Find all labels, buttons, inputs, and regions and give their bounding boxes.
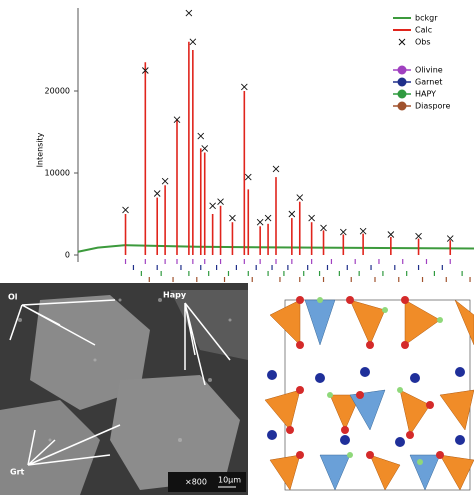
obs-point <box>241 83 248 91</box>
legend-symbol <box>398 38 406 46</box>
obs-point <box>161 177 169 185</box>
legend-symbol <box>397 77 407 87</box>
obs-point <box>142 67 149 74</box>
obs-point <box>446 235 454 242</box>
obs-point <box>272 165 280 173</box>
legend-label: bckgr <box>415 14 438 23</box>
obs-point <box>217 198 224 206</box>
obs-point <box>229 214 236 222</box>
obs-point <box>359 227 367 235</box>
background-line <box>77 244 474 253</box>
legend-label: HAPY <box>415 90 436 99</box>
scale-bar-label: 10µm <box>218 476 241 485</box>
magnification: ×800 <box>185 478 207 487</box>
legend-symbol <box>397 101 407 111</box>
legend-symbol <box>397 65 407 75</box>
legend-label: Calc <box>415 26 432 35</box>
sem-panel: Ol Hapy Grt ×800 10µm <box>0 283 248 495</box>
sem-label: Ol <box>8 293 18 302</box>
legend-label: Olivine <box>415 66 443 75</box>
obs-point <box>288 210 296 218</box>
sem-label: Hapy <box>163 291 187 300</box>
crystal-structure <box>252 283 474 495</box>
obs-point <box>209 202 216 210</box>
obs-point <box>189 38 197 46</box>
obs-point <box>320 224 327 232</box>
legend-label: Diaspore <box>415 102 451 111</box>
y-tick-label: 20000 <box>45 87 70 96</box>
obs-point <box>201 145 209 152</box>
obs-point <box>296 194 304 201</box>
obs-point <box>153 190 161 197</box>
obs-point <box>185 9 193 17</box>
obs-point <box>244 173 252 181</box>
y-axis-label: Intensity <box>36 132 45 167</box>
obs-point <box>340 228 347 236</box>
obs-point <box>387 231 395 238</box>
obs-point <box>264 214 272 222</box>
obs-point <box>173 116 181 124</box>
sem-label: Grt <box>10 468 25 477</box>
obs-point <box>308 214 315 222</box>
y-tick-label: 10000 <box>45 169 70 178</box>
legend-label: Obs <box>415 38 431 47</box>
obs-point <box>415 232 422 240</box>
y-tick-label: 0 <box>65 251 70 260</box>
obs-point <box>197 132 205 140</box>
obs-point <box>256 218 264 226</box>
legend-symbol <box>397 89 407 99</box>
obs-point <box>122 206 129 214</box>
legend-label: Garnet <box>415 78 442 87</box>
